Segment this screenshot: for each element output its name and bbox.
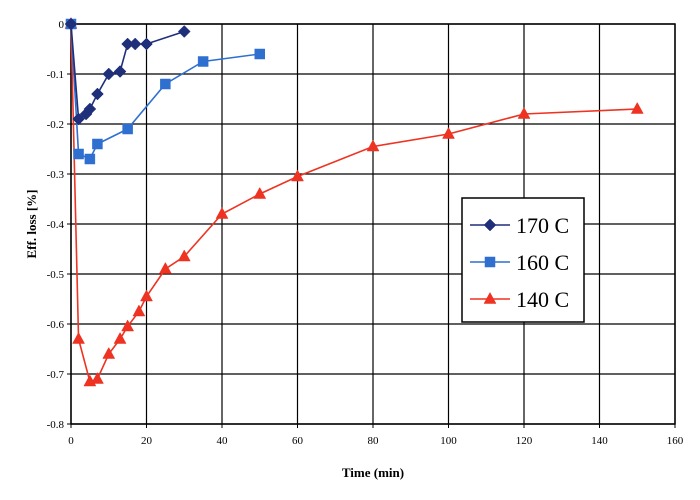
data-point bbox=[113, 65, 127, 78]
plot-frame bbox=[70, 23, 676, 425]
data-point bbox=[72, 331, 85, 344]
data-point bbox=[442, 126, 455, 139]
data-point bbox=[91, 87, 104, 101]
data-point bbox=[83, 102, 97, 116]
legend-marker bbox=[483, 291, 497, 304]
y-tick-labels: 0 -0.1 -0.2 -0.3 -0.4 -0.5 -0.6 -0.7 -0.8 bbox=[47, 19, 65, 431]
data-point bbox=[253, 186, 267, 199]
x-tick-label: 20 bbox=[141, 435, 153, 447]
legend: 170 C 160 C 140 C bbox=[461, 197, 585, 323]
data-point bbox=[73, 148, 84, 160]
data-point bbox=[140, 37, 153, 51]
series-layer bbox=[64, 16, 644, 387]
legend-item: 170 C bbox=[470, 213, 569, 238]
data-point bbox=[158, 261, 172, 274]
legend-label: 160 C bbox=[516, 250, 569, 275]
data-point bbox=[121, 319, 135, 332]
x-tick-label: 160 bbox=[667, 435, 684, 447]
legend-item: 140 C bbox=[470, 287, 569, 312]
data-point bbox=[92, 138, 103, 150]
data-point bbox=[291, 169, 304, 182]
x-axis-label: Time (min) bbox=[342, 465, 404, 480]
legend-marker bbox=[484, 256, 496, 268]
y-tick-label: -0.1 bbox=[47, 69, 64, 81]
legend-label: 140 C bbox=[516, 287, 569, 312]
data-point bbox=[160, 78, 171, 90]
x-tick-label: 80 bbox=[368, 435, 380, 447]
y-tick-label: -0.6 bbox=[47, 319, 65, 331]
data-point bbox=[122, 123, 133, 135]
y-tick-label: -0.8 bbox=[47, 419, 65, 431]
data-point bbox=[91, 371, 104, 384]
y-tick-label: -0.2 bbox=[47, 119, 64, 131]
data-point bbox=[64, 17, 78, 31]
legend-box bbox=[461, 197, 585, 323]
data-point bbox=[630, 101, 644, 114]
data-point bbox=[215, 206, 229, 219]
x-tick-label: 120 bbox=[516, 435, 533, 447]
data-point bbox=[140, 289, 153, 302]
data-point bbox=[197, 56, 209, 67]
x-tick-label: 100 bbox=[440, 435, 457, 447]
data-point bbox=[177, 249, 191, 262]
data-point bbox=[517, 106, 531, 119]
legend-item: 160 C bbox=[470, 250, 569, 275]
legend-marker bbox=[483, 218, 497, 232]
y-axis-label: Eff. loss [%] bbox=[24, 190, 39, 259]
series-triangle bbox=[64, 16, 644, 387]
data-point bbox=[128, 37, 142, 51]
x-tick-label: 60 bbox=[292, 435, 304, 447]
data-point bbox=[366, 139, 380, 152]
y-tick-label: 0 bbox=[59, 19, 65, 31]
data-point bbox=[102, 346, 116, 359]
data-point bbox=[132, 304, 146, 317]
y-tick-label: -0.7 bbox=[47, 369, 65, 381]
data-point bbox=[113, 331, 127, 344]
legend-label: 170 C bbox=[516, 213, 569, 238]
data-point bbox=[72, 112, 85, 126]
series-diamond bbox=[64, 17, 191, 126]
y-tick-label: -0.3 bbox=[47, 169, 65, 181]
y-tick-label: -0.5 bbox=[47, 269, 65, 281]
data-point bbox=[254, 48, 265, 60]
x-tick-label: 140 bbox=[591, 435, 608, 447]
axes bbox=[67, 23, 676, 428]
data-point bbox=[84, 153, 96, 165]
x-tick-label: 40 bbox=[217, 435, 229, 447]
x-tick-labels: 0 20 40 60 80 100 120 140 160 bbox=[68, 435, 684, 447]
data-point bbox=[177, 25, 191, 38]
data-point bbox=[102, 67, 116, 81]
y-tick-label: -0.4 bbox=[47, 219, 65, 231]
x-tick-label: 0 bbox=[68, 435, 74, 447]
